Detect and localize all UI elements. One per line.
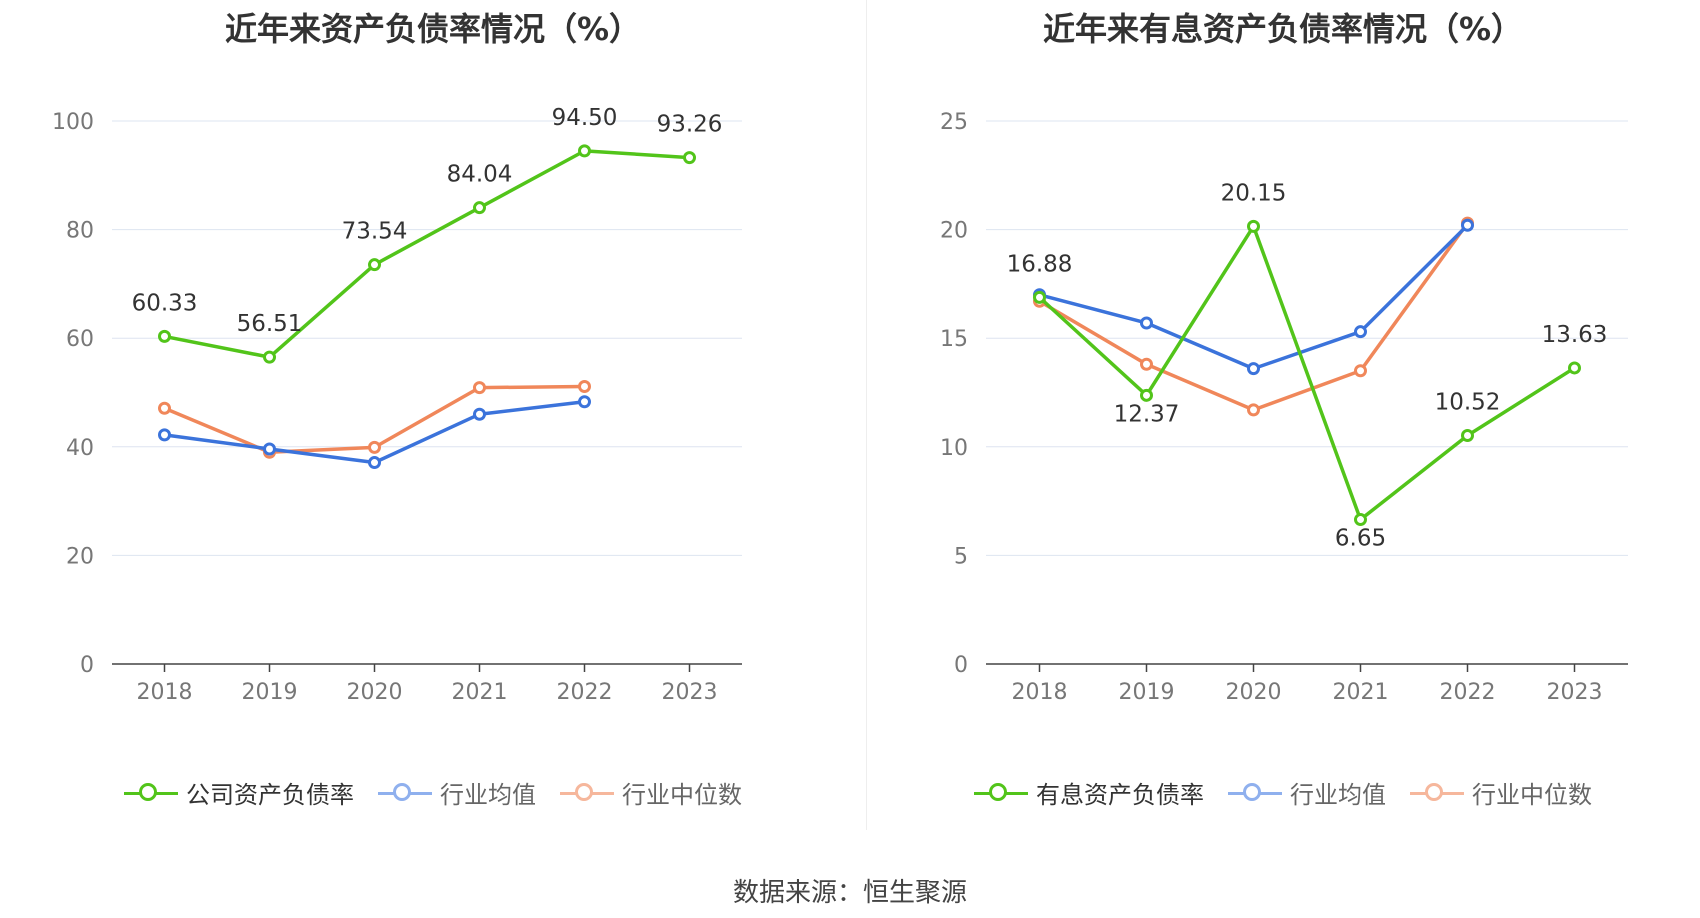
interest-debt-ratio-chart: 0 5 10 15 20 25 2018 2019 2020 2021 2022 2023 16.88 1… — [940, 110, 1628, 705]
legend-item-industry-avg[interactable]: 行业均值 — [1228, 775, 1386, 810]
y-tick-label: 5 — [954, 544, 968, 569]
data-point — [1461, 218, 1474, 232]
data-point — [1247, 362, 1260, 376]
data-point — [473, 201, 486, 215]
legend-label: 有息资产负债率 — [1036, 781, 1204, 809]
data-point — [1140, 316, 1153, 330]
legend-marker-icon — [124, 782, 178, 803]
legend-marker-icon — [1228, 782, 1282, 803]
series-line — [164, 149, 690, 359]
legend-marker-icon — [1410, 782, 1464, 803]
x-tick-label: 2023 — [1547, 680, 1603, 705]
legend-marker-icon — [974, 782, 1028, 803]
chart-legend: 有息资产负债率 行业均值 行业中位数 — [866, 775, 1700, 810]
data-point — [368, 258, 381, 272]
data-point — [158, 329, 171, 343]
legend-label: 行业中位数 — [622, 781, 742, 809]
chart-title: 近年来有息资产负债率情况（%） — [1042, 10, 1524, 48]
y-tick-label: 0 — [80, 653, 94, 678]
series-line — [1038, 224, 1576, 522]
data-point — [683, 151, 696, 165]
x-tick-label: 2022 — [557, 680, 613, 705]
x-tick-label: 2021 — [452, 680, 508, 705]
x-tick-label: 2020 — [1226, 680, 1282, 705]
data-point — [1354, 513, 1367, 527]
data-label: 10.52 — [1435, 390, 1501, 416]
x-tick-label: 2023 — [662, 680, 718, 705]
data-label: 73.54 — [342, 219, 408, 245]
legend-label: 行业中位数 — [1472, 781, 1592, 809]
legend-item-company[interactable]: 有息资产负债率 — [974, 775, 1204, 810]
y-tick-label: 20 — [66, 544, 94, 569]
x-tick-label: 2022 — [1440, 680, 1496, 705]
data-point — [263, 442, 276, 456]
data-point — [368, 440, 381, 454]
x-tick-label: 2021 — [1333, 680, 1389, 705]
data-label: 20.15 — [1221, 180, 1287, 206]
x-tick-label: 2020 — [347, 680, 403, 705]
debt-ratio-chart-panel: 近年来资产负债率情况（%） 0 20 40 60 80 100 2018 2019 2020 20… — [0, 0, 866, 830]
legend-item-industry-median[interactable]: 行业中位数 — [560, 775, 742, 810]
data-label: 94.50 — [552, 105, 618, 131]
legend-label: 行业均值 — [440, 781, 536, 809]
data-point — [368, 456, 381, 470]
data-point — [263, 350, 276, 364]
legend-label: 行业均值 — [1290, 781, 1386, 809]
y-tick-label: 20 — [940, 219, 968, 244]
y-tick-label: 40 — [66, 436, 94, 461]
data-point — [1247, 219, 1260, 233]
legend-item-industry-avg[interactable]: 行业均值 — [378, 775, 536, 810]
chart-legend: 公司资产负债率 行业均值 行业中位数 — [0, 775, 866, 810]
data-point — [1140, 357, 1153, 371]
data-point — [473, 407, 486, 421]
y-tick-label: 10 — [940, 436, 968, 461]
legend-marker-icon — [560, 782, 614, 803]
y-tick-label: 15 — [940, 327, 968, 352]
y-tick-label: 0 — [954, 653, 968, 678]
debt-ratio-chart: 0 20 40 60 80 100 2018 2019 2020 2021 2022 2023 60.3… — [52, 105, 742, 705]
data-point — [1354, 325, 1367, 339]
data-point — [578, 395, 591, 409]
data-point — [473, 381, 486, 395]
x-tick-label: 2018 — [1012, 680, 1068, 705]
legend-item-company[interactable]: 公司资产负债率 — [124, 775, 354, 810]
data-point — [158, 401, 171, 415]
data-label: 6.65 — [1335, 526, 1386, 552]
y-tick-label: 60 — [66, 327, 94, 352]
data-label: 13.63 — [1542, 322, 1608, 348]
data-label: 16.88 — [1007, 251, 1073, 277]
chart-title: 近年来资产负债率情况（%） — [224, 10, 642, 48]
y-tick-label: 25 — [940, 110, 968, 135]
data-label: 84.04 — [447, 162, 513, 188]
data-label: 12.37 — [1114, 401, 1180, 427]
x-tick-label: 2019 — [1119, 680, 1175, 705]
data-point — [1568, 361, 1581, 375]
data-point — [1033, 290, 1046, 304]
series-line — [1039, 224, 1469, 371]
series-line — [1038, 222, 1469, 412]
data-label: 60.33 — [132, 290, 198, 316]
data-point — [158, 428, 171, 442]
data-source-note: 数据来源：恒生聚源 — [732, 878, 967, 908]
data-point — [1354, 364, 1367, 378]
y-tick-label: 80 — [66, 219, 94, 244]
panel-divider — [866, 0, 867, 830]
data-point — [578, 144, 591, 158]
legend-label: 公司资产负债率 — [186, 781, 354, 809]
data-point — [1140, 388, 1153, 402]
data-label: 93.26 — [657, 112, 723, 138]
data-point — [578, 380, 591, 394]
data-label: 56.51 — [237, 311, 303, 337]
x-tick-label: 2018 — [137, 680, 193, 705]
data-point — [1461, 429, 1474, 443]
interest-debt-ratio-chart-panel: 近年来有息资产负债率情况（%） 0 5 10 15 20 25 2018 2019 2020 20… — [866, 0, 1700, 830]
data-point — [1247, 403, 1260, 417]
legend-item-industry-median[interactable]: 行业中位数 — [1410, 775, 1592, 810]
legend-marker-icon — [378, 782, 432, 803]
x-tick-label: 2019 — [242, 680, 298, 705]
y-tick-label: 100 — [52, 110, 94, 135]
